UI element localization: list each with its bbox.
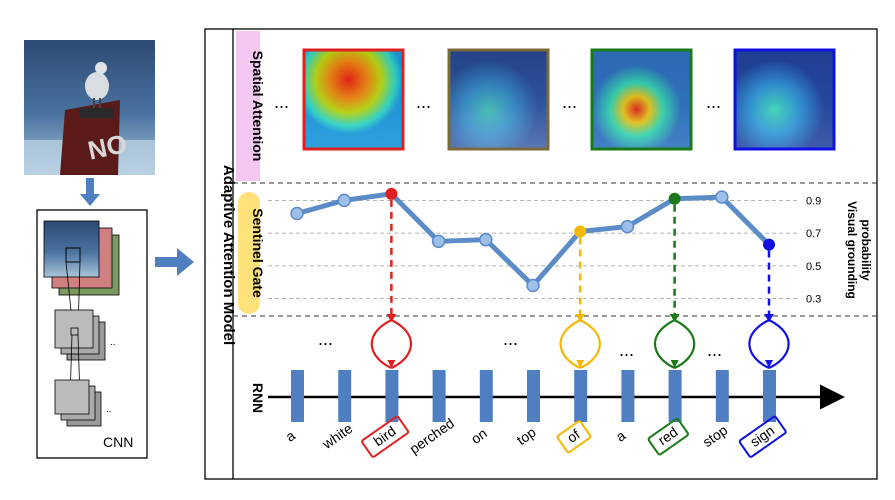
data-point [526,278,540,293]
sentinel-loop [654,319,696,370]
drop-arrowhead [764,314,774,322]
svg-text:RNN: RNN [250,383,266,413]
svg-text:Sentinel Gate: Sentinel Gate [250,208,266,298]
model-title: Adaptive Attention Model [220,165,237,345]
spatial-label: Spatial Attention [236,31,266,181]
image-to-cnn-arrow [80,178,100,206]
sentinel-loop [559,319,601,370]
input-image: NO [24,40,155,175]
svg-text:..: .. [106,404,112,415]
drop-arrowhead [669,314,680,322]
probability-gridlines [268,199,800,300]
cnn-box: .. .. CNN [36,209,148,459]
svg-text:...: ... [274,92,289,112]
rnn-cell [291,370,304,422]
svg-text:on: on [468,425,490,447]
rnn-cell [385,370,399,422]
sentinel-loop [370,319,412,370]
drop-arrowhead [386,314,397,322]
svg-text:...: ... [707,340,722,360]
drop-arrowhead [575,314,586,322]
sentinel-loops [370,319,790,370]
data-point [337,193,351,208]
tick-label: 0.3 [806,294,821,306]
highlight-point [763,238,775,251]
rnn-label: RNN [250,383,266,413]
rnn-cell [338,370,352,422]
svg-text:...: ... [706,92,721,112]
heatmap-bird [302,48,405,151]
heatmap-olive [447,48,550,151]
tick-label: 0.7 [806,228,821,240]
highlight-point [574,225,587,238]
rnn-cell [432,370,446,422]
rnn-cell [621,370,635,422]
rnn-cell [763,370,776,422]
data-point [479,232,493,247]
tick-label: 0.5 [806,261,821,273]
probability-axis-label: Visual grounding probability [845,201,873,299]
data-point [290,206,304,221]
caption-word: on [468,425,490,447]
highlight-point [385,187,398,200]
svg-text:...: ... [318,329,333,349]
sentinel-loop [748,319,790,370]
heatmap-sign [733,48,836,151]
svg-text:...: ... [416,92,431,112]
spatial-ellipses: ... ... ... ... [274,92,721,112]
rnn-cell [479,370,493,422]
rnn-cell [574,370,588,422]
probability-ticks: 0.9 0.7 0.5 0.3 [806,195,821,305]
svg-text:...: ... [619,340,634,360]
svg-text:...: ... [503,329,518,349]
rnn-cells [291,370,776,422]
data-point [715,190,729,204]
svg-text:...: ... [562,92,577,112]
rnn-ellipses: ... ... ... ... [318,329,722,360]
highlight-point [668,192,681,205]
grounding-series [290,187,775,293]
svg-text:Visual grounding: Visual grounding [845,201,859,299]
rnn-cell [668,370,682,422]
attention-links [386,199,774,322]
data-point [431,234,446,249]
svg-text:Spatial Attention: Spatial Attention [250,51,266,162]
cnn-to-model-arrow [155,248,194,276]
svg-text:..: .. [110,337,116,348]
sentinel-label: Sentinel Gate [238,192,266,314]
cnn-label: CNN [103,434,133,450]
rnn-cell [527,370,540,422]
rnn-cell [715,370,729,422]
svg-text:probability: probability [859,219,873,281]
data-point [620,219,635,234]
heatmap-red [590,48,693,151]
tick-label: 0.9 [806,195,821,207]
